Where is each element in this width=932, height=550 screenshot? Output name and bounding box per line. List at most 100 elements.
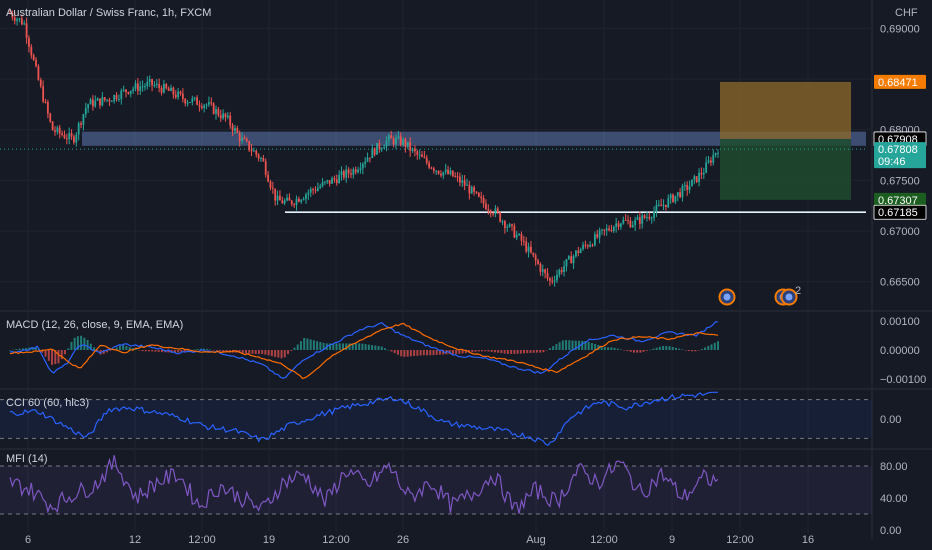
candle-body (473, 187, 476, 192)
candle-body (110, 101, 113, 103)
candle-body (54, 130, 56, 132)
x-tick-label: 12:00 (322, 534, 350, 546)
x-tick-label: 12:00 (590, 534, 618, 546)
candle-body (139, 86, 142, 91)
candle-body (77, 123, 80, 135)
candle-body (634, 219, 637, 226)
macd-histogram-bar (160, 350, 163, 353)
price-tag-label: 0.67808 (878, 144, 918, 156)
candle-body (428, 162, 431, 168)
macd-histogram-bar (455, 350, 458, 354)
candle-body (118, 99, 120, 101)
cci-pane[interactable] (0, 391, 872, 446)
candle-body (305, 194, 307, 199)
price-tag: 0.67307 (874, 192, 926, 207)
candle-body (144, 86, 146, 88)
macd-histogram-bar (474, 350, 477, 352)
candle-body (650, 217, 653, 219)
macd-histogram-bar (510, 350, 513, 354)
candle-body (229, 115, 232, 126)
macd-histogram-bar (345, 343, 348, 350)
candle-body (406, 142, 409, 148)
macd-histogram-bar (358, 343, 361, 350)
macd-histogram-bar (377, 346, 380, 350)
price-pane[interactable]: 2 (0, 9, 866, 306)
candle-body (13, 17, 16, 21)
candle-body (25, 23, 28, 38)
macd-histogram-bar (93, 347, 96, 350)
candle-body (622, 219, 625, 224)
macd-histogram-bar (12, 349, 15, 351)
candle-body (629, 220, 632, 228)
candle-body (707, 160, 710, 163)
candle-body (165, 84, 168, 89)
candle-body (314, 189, 317, 191)
candle-body (65, 138, 68, 140)
macd-histogram-bar (555, 344, 558, 350)
candle-body (539, 263, 542, 272)
macd-pane[interactable] (9, 321, 719, 380)
macd-histogram-bar (209, 349, 212, 350)
candle-body (712, 154, 715, 163)
macd-histogram-bar (219, 350, 222, 352)
candle-body (181, 93, 184, 99)
candle-body (617, 223, 620, 227)
macd-histogram-bar (623, 350, 626, 351)
macd-histogram-bar (636, 350, 639, 353)
candle-body (101, 97, 104, 106)
candle-body (520, 233, 523, 241)
macd-histogram-bar (403, 350, 406, 357)
macd-histogram-bar (626, 350, 629, 352)
candle-body (16, 19, 19, 21)
candle-body (80, 123, 82, 125)
candle-body (186, 102, 189, 104)
candle-body (620, 223, 622, 227)
candle-body (506, 226, 509, 228)
macd-histogram-bar (506, 350, 509, 354)
macd-histogram-bar (306, 338, 309, 350)
candle-body (127, 92, 130, 94)
macd-histogram-bar (60, 350, 63, 360)
mfi-title: MFI (14) (6, 453, 48, 465)
candle-body (366, 157, 369, 162)
resistance-zone (82, 131, 866, 146)
macd-histogram-bar (697, 350, 700, 351)
candle-body (257, 154, 260, 159)
candle-body (252, 150, 255, 152)
price-tag-box (874, 192, 926, 207)
candle-body (172, 87, 175, 95)
macd-histogram-bar (102, 350, 105, 354)
candle-body (665, 204, 667, 208)
macd-histogram-bar (371, 345, 374, 350)
event-marker: 2 (780, 285, 801, 306)
macd-histogram-bar (484, 350, 487, 352)
candle-body (122, 89, 125, 91)
candle-body (279, 195, 281, 201)
candle-body (262, 158, 265, 162)
candle-body (226, 115, 229, 118)
candle-body (61, 133, 63, 135)
candle-body (515, 234, 518, 238)
macd-histogram-bar (296, 344, 299, 350)
candle-body (522, 240, 525, 242)
candle-body (385, 140, 388, 148)
macd-histogram-bar (481, 350, 483, 352)
macd-histogram-bar (15, 349, 18, 350)
mfi-pane[interactable] (0, 455, 872, 515)
price-tag-box (874, 74, 926, 89)
macd-histogram-bar (393, 350, 396, 354)
candle-body (598, 230, 601, 238)
candle-body (593, 234, 596, 246)
macd-histogram-bar (568, 340, 571, 350)
candle-body (326, 180, 329, 182)
candle-body (387, 135, 390, 141)
macd-histogram-bar (668, 346, 671, 350)
candle-body (603, 229, 606, 231)
candle-body (530, 246, 532, 253)
macd-histogram-bar (83, 337, 86, 350)
macd-histogram-bar (270, 350, 273, 357)
macd-histogram-bar (539, 350, 542, 353)
candle-body (37, 66, 40, 80)
